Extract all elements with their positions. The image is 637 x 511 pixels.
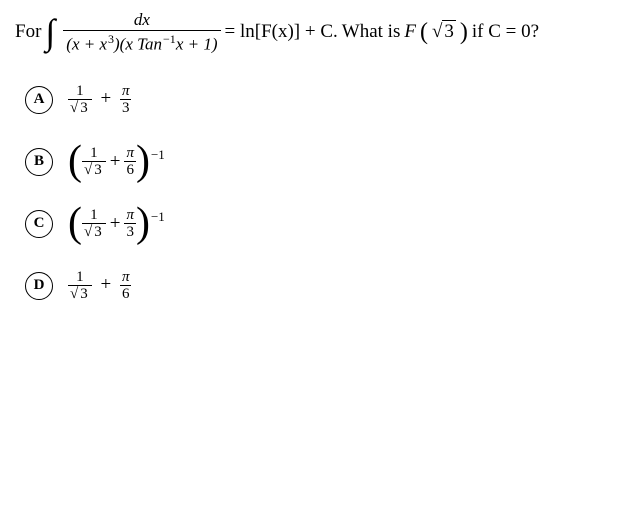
sqrt-icon: 3 — [84, 162, 104, 179]
term2-frac: π 6 — [120, 269, 132, 303]
integrand-frac: dx (x + x3)(x Tan−1x + 1) — [63, 10, 220, 55]
choice-D[interactable]: D 1 3 + π 6 — [25, 269, 622, 303]
sqrt-icon: 3 — [84, 224, 104, 241]
equals-result: = ln[F(x)] + C. — [225, 21, 338, 43]
plus-sign: + — [100, 274, 111, 295]
choice-B[interactable]: B ( 1 3 + π 6 ) −1 — [25, 145, 622, 179]
den-a: (x + x — [66, 35, 107, 54]
choice-letter: B — [34, 153, 44, 170]
tail-F: F — [404, 21, 416, 43]
choice-letter: C — [34, 215, 45, 232]
choice-letter: D — [34, 277, 45, 294]
exponent: −1 — [151, 209, 165, 225]
choice-C[interactable]: C ( 1 3 + π 3 ) −1 — [25, 207, 622, 241]
choice-letter-circle: A — [25, 86, 53, 114]
tail-a: What is — [342, 21, 401, 43]
answer-choices: A 1 3 + π 3 B ( 1 3 + π 6 ) — [15, 83, 622, 303]
choice-B-expr: ( 1 3 + π 6 ) −1 — [68, 145, 165, 179]
integral-symbol: ∫ — [45, 22, 55, 44]
choice-letter-circle: B — [25, 148, 53, 176]
plus-sign: + — [110, 213, 121, 235]
den-b: )(x Tan — [114, 35, 162, 54]
tail-paren-l: ( — [420, 19, 428, 46]
sqrt-icon: 3 — [70, 286, 90, 303]
choice-C-expr: ( 1 3 + π 3 ) −1 — [68, 207, 165, 241]
paren-left-icon: ( — [68, 145, 82, 179]
plus-sign: + — [100, 88, 111, 109]
question-stem: For ∫ dx (x + x3)(x Tan−1x + 1) = ln[F(x… — [15, 10, 622, 55]
tail-sqrt: 3 — [432, 21, 456, 43]
choice-A[interactable]: A 1 3 + π 3 — [25, 83, 622, 117]
tail-paren-r: ) — [460, 19, 468, 46]
choice-letter: A — [34, 91, 45, 108]
term1-frac: 1 3 — [82, 207, 106, 241]
tail-b: if C = 0? — [472, 21, 539, 43]
den-c: x + 1) — [176, 35, 218, 54]
paren-left-icon: ( — [68, 207, 82, 241]
choice-letter-circle: C — [25, 210, 53, 238]
term2-frac: π 3 — [124, 207, 136, 241]
paren-right-icon: ) — [136, 145, 150, 179]
choice-D-expr: 1 3 + π 6 — [68, 269, 131, 303]
sqrt-icon: 3 — [70, 100, 90, 117]
paren-right-icon: ) — [136, 207, 150, 241]
num-dx: dx — [134, 10, 150, 29]
lead-text: For — [15, 21, 41, 43]
choice-letter-circle: D — [25, 272, 53, 300]
term2-frac: π 3 — [120, 83, 132, 117]
choice-A-expr: 1 3 + π 3 — [68, 83, 131, 117]
term1-frac: 1 3 — [82, 145, 106, 179]
plus-sign: + — [110, 151, 121, 173]
exponent: −1 — [151, 147, 165, 163]
term1-frac: 1 3 — [68, 83, 92, 117]
term2-frac: π 6 — [124, 145, 136, 179]
term1-frac: 1 3 — [68, 269, 92, 303]
den-b-sup: −1 — [163, 32, 176, 46]
